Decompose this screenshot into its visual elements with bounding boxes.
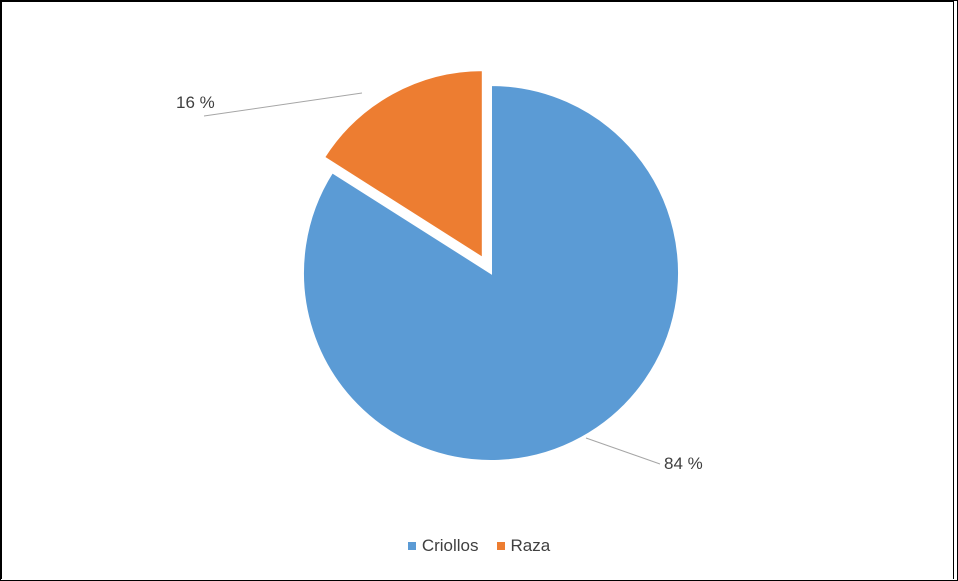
data-label-raza: 16 % [176,93,215,112]
legend-item-criollos: Criollos [407,536,479,556]
leader-line-criollos [585,437,661,465]
legend-swatch-raza [496,542,505,550]
legend-swatch-criollos [407,542,416,550]
legend: Criollos Raza [0,536,958,556]
data-label-criollos: 84 % [664,454,703,473]
pie-slices [302,69,680,462]
legend-label-raza: Raza [510,536,551,555]
data-labels: 84 % 16 % [176,93,703,473]
leader-lines [203,92,661,465]
pie-slice-raza [322,69,484,260]
legend-label-criollos: Criollos [421,536,479,555]
pie-slice-criollos [302,83,680,462]
leader-line-raza [203,92,363,117]
legend-item-raza: Raza [496,536,551,556]
